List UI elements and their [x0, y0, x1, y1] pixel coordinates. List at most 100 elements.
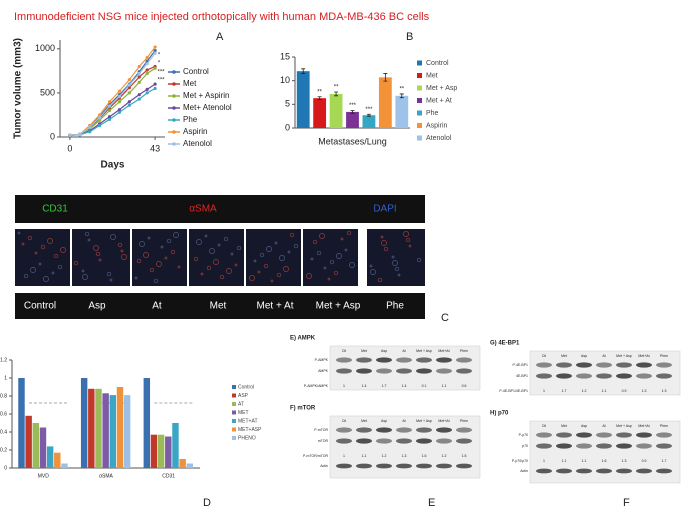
bar	[25, 415, 32, 468]
point	[153, 48, 157, 53]
bar	[150, 434, 158, 468]
row-label: P-AMPK	[315, 358, 329, 362]
channel-label: αSMA	[189, 204, 217, 215]
point	[145, 91, 149, 95]
stain-speck	[160, 245, 164, 249]
point	[78, 132, 82, 136]
y-tick-label: 0.2	[0, 447, 7, 453]
bar	[395, 95, 409, 128]
x-tick-label: MVD	[38, 473, 50, 479]
bar	[157, 434, 165, 468]
point	[127, 91, 131, 95]
row-label: 4E-BP1	[516, 374, 528, 378]
point	[68, 133, 72, 137]
point	[117, 100, 122, 104]
bar	[54, 452, 61, 468]
band	[336, 463, 352, 469]
group-label: At	[152, 301, 162, 312]
band	[456, 357, 472, 363]
legend-swatch	[232, 410, 236, 415]
ratio-value: 1.3	[622, 459, 627, 463]
lane-label: Met+At	[438, 349, 449, 353]
legend-label: Control	[183, 67, 209, 76]
stain-speck	[336, 253, 342, 259]
ratio-value: 1.1	[582, 459, 587, 463]
stain-speck	[109, 278, 113, 282]
stain-speck	[106, 271, 112, 277]
y-tick-label: 0.4	[0, 429, 7, 435]
stain-speck	[87, 238, 91, 242]
point	[137, 75, 141, 79]
channel-label: CD31	[42, 204, 68, 215]
lane-label: Met+At	[638, 354, 649, 358]
stain-speck	[34, 251, 38, 255]
point	[145, 87, 149, 91]
stain-speck	[403, 231, 409, 237]
bar	[186, 463, 194, 468]
band	[396, 463, 412, 469]
significance: ***	[349, 103, 357, 109]
stain-speck	[120, 249, 124, 253]
stain-speck	[391, 255, 395, 259]
legend-label: MET+ASP	[238, 427, 262, 433]
band	[616, 432, 632, 438]
lane-label: Met	[361, 349, 367, 353]
point	[127, 103, 131, 107]
legend-marker	[172, 142, 176, 146]
lane-label: Met+At	[438, 419, 449, 423]
stain-speck	[226, 268, 232, 274]
point	[107, 115, 112, 119]
lane-label: Met	[561, 424, 567, 428]
bar	[95, 388, 102, 468]
channel-label: DAPI	[373, 204, 396, 215]
significance: **	[317, 89, 322, 95]
ratio-value: 1.1	[362, 454, 367, 458]
band	[536, 373, 552, 379]
stain-speck	[196, 239, 202, 245]
channel-bar	[15, 195, 425, 223]
lane-label: Met + Asp	[616, 424, 632, 428]
stain-speck	[369, 264, 373, 268]
band	[396, 357, 412, 363]
stain-speck	[143, 252, 149, 258]
stain-speck	[121, 254, 127, 260]
stain-speck	[60, 247, 66, 253]
stain-speck	[333, 270, 339, 276]
row-label: P-mTOR	[314, 428, 328, 432]
band	[396, 427, 412, 433]
band	[376, 438, 392, 444]
bar	[179, 459, 186, 468]
point	[153, 51, 157, 55]
stain-speck	[316, 250, 322, 256]
stain-speck	[392, 260, 398, 266]
ratio-value: 1.2	[442, 454, 447, 458]
stain-speck	[312, 239, 318, 245]
lane-label: Phen	[460, 349, 468, 353]
legend-swatch	[417, 73, 422, 78]
point	[153, 66, 157, 70]
band	[536, 443, 552, 449]
stain-speck	[289, 232, 295, 238]
legend-swatch	[417, 123, 422, 128]
blot-title: F) mTOR	[290, 406, 316, 412]
stain-speck	[193, 256, 199, 262]
lane-label: Phen	[660, 424, 668, 428]
stain-speck	[209, 248, 215, 254]
blot-title: G) 4E-BP1	[490, 341, 520, 347]
stain-speck	[236, 245, 242, 251]
micrograph	[72, 229, 130, 286]
x-tick-label: CD31	[162, 473, 175, 479]
error-bar	[317, 96, 322, 100]
point	[137, 64, 141, 69]
ratio-value: 1.7	[562, 389, 567, 393]
point	[145, 71, 149, 76]
band	[416, 368, 432, 374]
stain-speck	[136, 258, 142, 264]
lane-label: Asp	[581, 424, 587, 428]
legend-marker	[172, 106, 176, 110]
point	[153, 45, 157, 49]
stain-speck	[344, 248, 348, 252]
point	[137, 93, 141, 97]
point	[107, 100, 112, 104]
